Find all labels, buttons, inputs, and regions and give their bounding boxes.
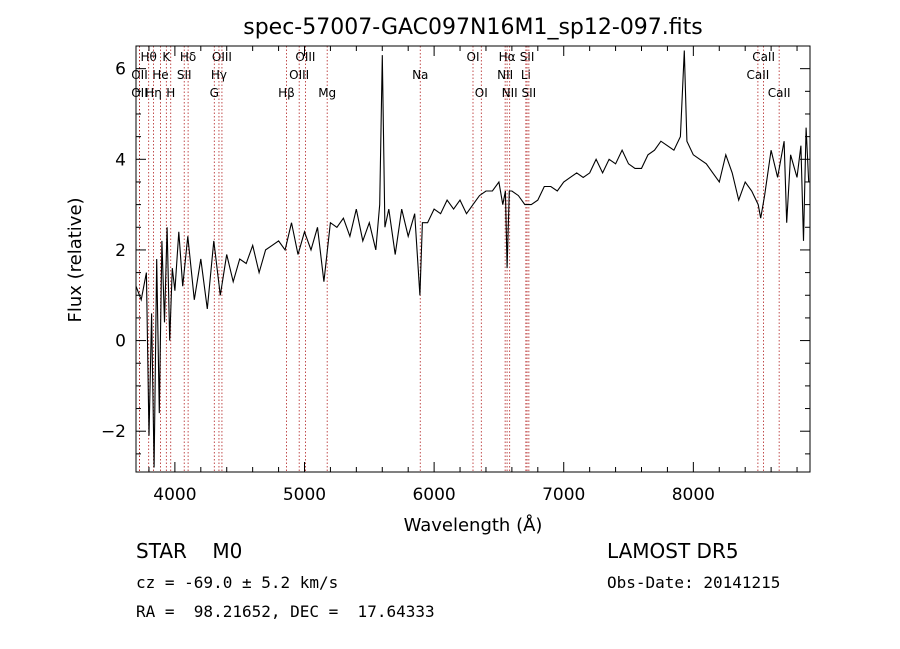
y-tick-label: −2 bbox=[101, 422, 126, 442]
x-tick-label: 7000 bbox=[542, 485, 585, 505]
coordinates: RA = 98.21652, DEC = 17.64333 bbox=[136, 602, 435, 621]
spectral-line-label: SII bbox=[520, 50, 535, 64]
spectral-line-label: OIII bbox=[289, 68, 309, 82]
survey-name: LAMOST DR5 bbox=[607, 539, 739, 563]
spectral-line-label: Hθ bbox=[141, 50, 157, 64]
spectral-line-label: Na bbox=[412, 68, 428, 82]
x-tick-label: 5000 bbox=[283, 485, 326, 505]
spectral-line-label: Hδ bbox=[180, 50, 196, 64]
spectral-line-label: CaII bbox=[746, 68, 769, 82]
spectral-line-label: Hα bbox=[499, 50, 516, 64]
y-tick-label: 6 bbox=[115, 60, 126, 80]
x-tick-label: 8000 bbox=[672, 485, 715, 505]
plot-frame bbox=[135, 45, 811, 473]
y-tick-label: 0 bbox=[115, 332, 126, 352]
spectral-line-label: OI bbox=[467, 50, 480, 64]
spectral-line-label: H bbox=[166, 86, 175, 100]
spectral-line-label: OII bbox=[131, 86, 148, 100]
spectrum-line bbox=[136, 50, 810, 468]
spectral-line-label: CaII bbox=[752, 50, 775, 64]
spectral-line-label: OIII bbox=[212, 50, 232, 64]
spectral-line-label: Mg bbox=[318, 86, 336, 100]
spectral-line-label: CaII bbox=[768, 86, 791, 100]
spectral-line-label: Li bbox=[521, 68, 531, 82]
object-class: STAR M0 bbox=[136, 539, 243, 563]
x-tick-label: 6000 bbox=[412, 485, 455, 505]
spectral-line-label: Hβ bbox=[278, 86, 295, 100]
spectral-line-label: OIII bbox=[295, 50, 315, 64]
spectral-line-label: Hη bbox=[145, 86, 162, 100]
spectral-line-label: G bbox=[210, 86, 219, 100]
y-axis-label: Flux (relative) bbox=[65, 197, 86, 322]
chart-title: spec-57007-GAC097N16M1_sp12-097.fits bbox=[243, 15, 703, 40]
spectrum-series bbox=[136, 50, 810, 468]
spectral-line-label: OI bbox=[475, 86, 488, 100]
spectral-line-label: NII bbox=[502, 86, 518, 100]
axes: 4000 5000 6000 7000 8000 −2 0 2 4 6 bbox=[101, 45, 810, 505]
line-markers: Hθ K Hδ OIII OIII OI Hα SII CaII OII He SII Hγ OIII Na… bbox=[131, 46, 791, 472]
spectral-line-label: K bbox=[162, 50, 171, 64]
spectral-line-label: NII bbox=[497, 68, 513, 82]
spectral-line-label: SII bbox=[522, 86, 537, 100]
y-tick-label: 2 bbox=[115, 241, 126, 261]
x-axis-label: Wavelength (Å) bbox=[404, 514, 543, 536]
spectral-line-label: He bbox=[152, 68, 168, 82]
observation-date: Obs-Date: 20141215 bbox=[607, 573, 781, 592]
spectral-line-label: Hγ bbox=[211, 68, 227, 82]
x-tick-label: 4000 bbox=[153, 485, 196, 505]
y-tick-label: 4 bbox=[115, 150, 126, 170]
spectral-line-label: SII bbox=[177, 68, 192, 82]
redshift-velocity: cz = -69.0 ± 5.2 km/s bbox=[136, 573, 339, 592]
